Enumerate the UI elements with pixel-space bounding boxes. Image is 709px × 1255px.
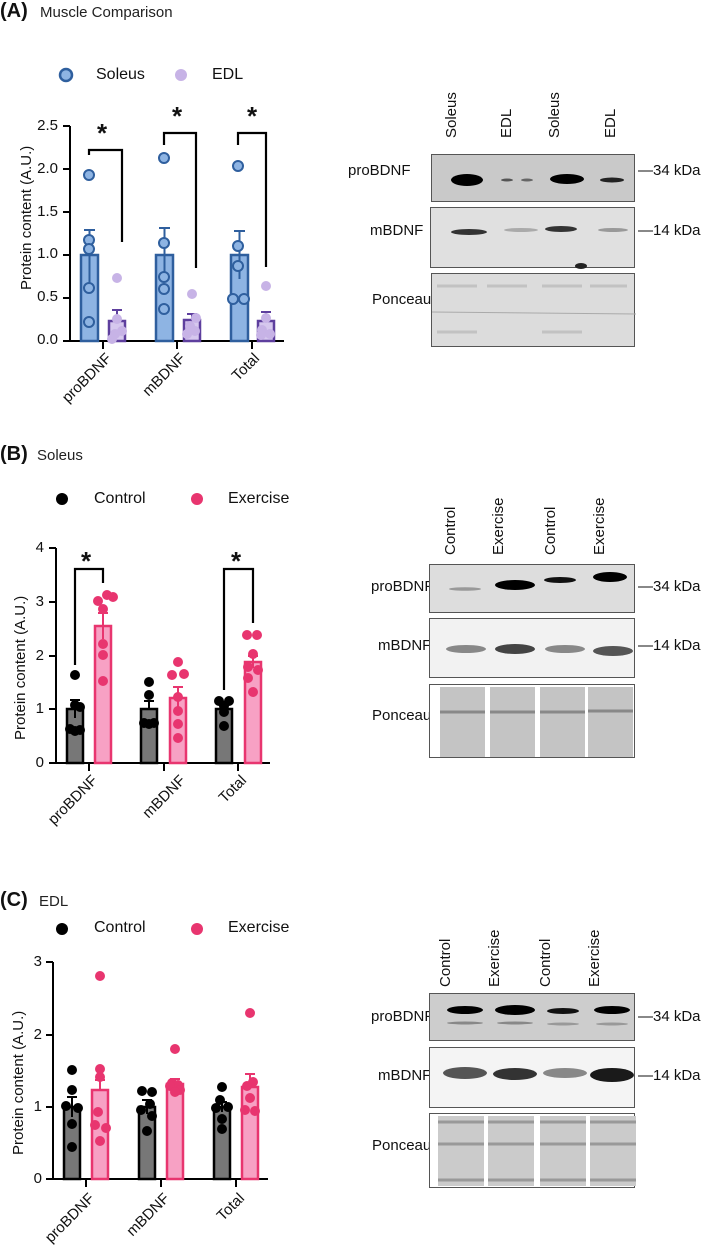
y-tick: 4	[35, 539, 44, 556]
legend-control-marker	[56, 923, 68, 935]
exercise-bars	[90, 1082, 260, 1181]
legend-exercise-marker	[191, 923, 203, 935]
significance-star: *	[231, 546, 242, 576]
panel-b-plot	[49, 493, 270, 771]
marker-34kda: —34 kDa	[638, 1008, 701, 1025]
marker-14kda: —14 kDa	[638, 222, 701, 239]
significance-star: *	[97, 118, 108, 148]
panel-c-plot	[46, 923, 268, 1187]
marker-34kda: —34 kDa	[638, 162, 701, 179]
legend-soleus-marker	[58, 67, 74, 83]
lane-label: EDL	[602, 108, 619, 138]
blot-row-label-ponceau: Ponceau	[372, 707, 432, 724]
y-tick: 2	[35, 647, 44, 664]
marker-14kda: —14 kDa	[638, 637, 701, 654]
panel-a-label: (A)	[0, 0, 28, 22]
blot-row-label-probdnf: proBDNF	[371, 1008, 434, 1025]
significance-star: *	[81, 546, 92, 576]
y-tick: 1	[35, 700, 44, 717]
legend-edl-label: EDL	[212, 66, 244, 83]
blot-row-label-mbdnf: mBDNF	[370, 222, 424, 239]
soleus-points	[83, 152, 250, 328]
blot-c-probdnf	[429, 993, 635, 1041]
legend-control-label: Control	[94, 919, 146, 936]
y-tick: 2.5	[37, 117, 58, 134]
legend-edl-marker	[175, 69, 187, 81]
marker-34kda: —34 kDa	[638, 578, 701, 595]
blot-row-label-mbdnf: mBDNF	[378, 637, 432, 654]
y-tick: 3	[33, 953, 42, 970]
exercise-points	[90, 971, 260, 1146]
significance-star: *	[172, 101, 183, 131]
significance-star: *	[247, 101, 258, 131]
panel-b-title: Soleus	[37, 447, 83, 464]
blot-row-label-ponceau: Ponceau	[372, 291, 432, 308]
y-tick: 1.0	[37, 245, 58, 262]
blot-row-label-probdnf: proBDNF	[371, 578, 434, 595]
y-tick: 0.5	[37, 288, 58, 305]
y-tick: 2.0	[37, 160, 58, 177]
blot-a-probdnf	[431, 154, 635, 202]
y-tick: 3	[35, 593, 44, 610]
y-tick: 0	[35, 754, 44, 771]
legend-exercise-marker	[191, 493, 203, 505]
legend-soleus-label: Soleus	[96, 66, 145, 83]
exercise-points	[93, 590, 263, 743]
y-tick: 0.0	[37, 331, 58, 348]
blot-row-label-ponceau: Ponceau	[372, 1137, 432, 1154]
blot-c-ponceau	[429, 1113, 636, 1188]
blot-b-mbdnf	[429, 618, 635, 678]
lane-label: Control	[442, 506, 459, 555]
y-tick: 1	[33, 1098, 42, 1115]
control-points	[65, 670, 234, 736]
panel-a-title: Muscle Comparison	[40, 4, 173, 21]
lane-label: Exercise	[486, 929, 503, 987]
blot-a-mbdnf	[430, 207, 635, 269]
panel-c-label: (C)	[0, 889, 28, 911]
lane-label: Exercise	[591, 497, 608, 555]
panel-a-plot	[58, 67, 284, 349]
legend-exercise-label: Exercise	[228, 919, 290, 936]
lane-label: Soleus	[546, 92, 563, 138]
control-bars	[62, 1105, 232, 1181]
panel-c-title: EDL	[39, 893, 69, 910]
blot-row-label-mbdnf: mBDNF	[378, 1067, 432, 1084]
lane-label: Exercise	[490, 497, 507, 555]
y-tick: 1.5	[37, 203, 58, 220]
legend-control-marker	[56, 493, 68, 505]
edl-points	[107, 273, 275, 344]
blot-b-ponceau	[429, 684, 635, 758]
lane-label: Soleus	[443, 92, 460, 138]
blot-row-label-probdnf: proBDNF	[348, 162, 411, 179]
lane-label: Control	[537, 938, 554, 987]
control-points	[61, 1065, 233, 1152]
legend-exercise-label: Exercise	[228, 490, 290, 507]
lane-label: EDL	[498, 108, 515, 138]
marker-14kda: —14 kDa	[638, 1067, 701, 1084]
legend-control-label: Control	[94, 490, 146, 507]
lane-label: Control	[542, 506, 559, 555]
blot-b-probdnf	[429, 564, 635, 613]
blot-a-ponceau	[431, 273, 636, 347]
control-bars	[65, 707, 234, 765]
y-tick: 2	[33, 1026, 42, 1043]
blot-c-mbdnf	[429, 1047, 635, 1108]
panel-b-label: (B)	[0, 443, 28, 465]
y-tick: 0	[33, 1170, 42, 1187]
lane-label: Control	[437, 938, 454, 987]
lane-label: Exercise	[586, 929, 603, 987]
